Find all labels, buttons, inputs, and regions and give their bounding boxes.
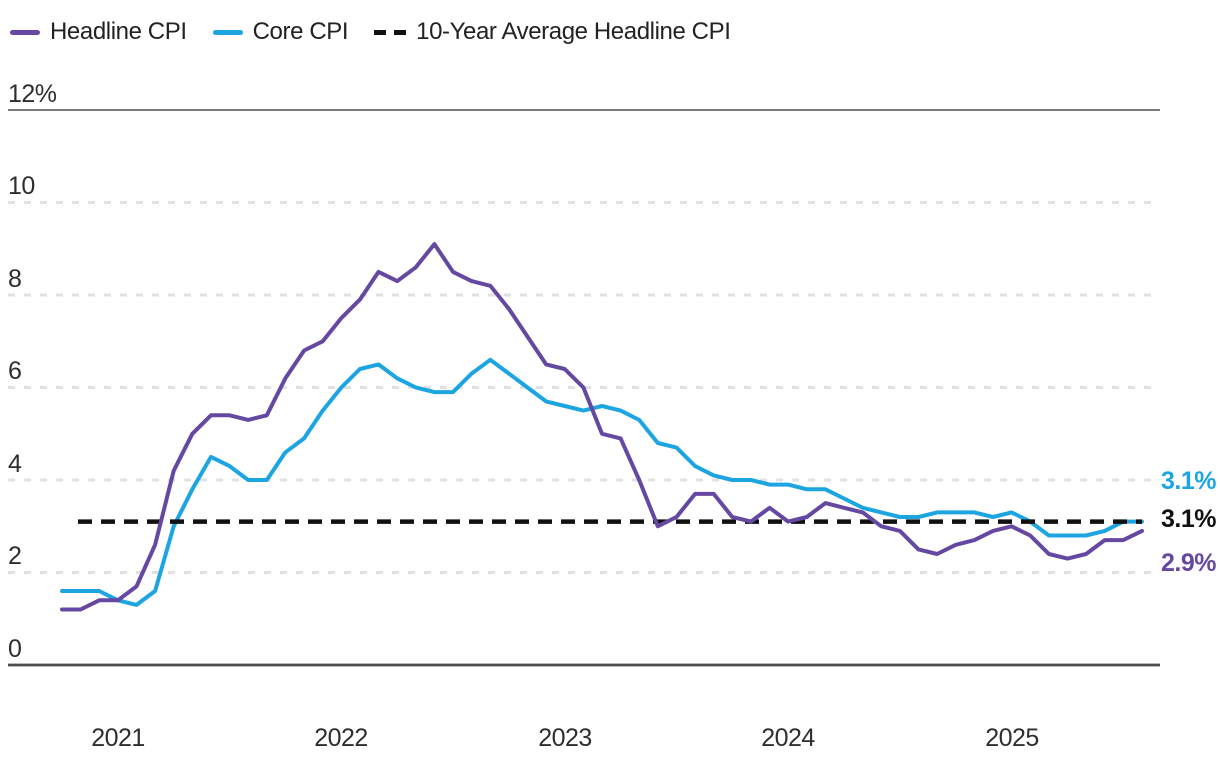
y-tick-8: 8	[8, 265, 22, 293]
legend-label-core-cpi: Core CPI	[252, 18, 349, 45]
headline-cpi-line	[60, 242, 1144, 612]
end-label-ten-year-average: 3.1%	[1161, 505, 1216, 533]
end-label-core-cpi: 3.1%	[1161, 467, 1216, 495]
x-tick-2025: 2025	[985, 724, 1039, 752]
legend-item-ten-year-average: 10-Year Average Headline CPI	[374, 18, 731, 46]
end-label-headline-cpi: 2.9%	[1161, 549, 1216, 577]
x-tick-2022: 2022	[314, 724, 368, 752]
headline-cpi-swatch	[10, 29, 40, 35]
core-cpi-swatch	[212, 29, 243, 35]
y-tick-6: 6	[8, 357, 22, 385]
y-tick-2: 2	[8, 542, 22, 570]
y-tick-0: 0	[8, 635, 22, 663]
y-tick-12: 12%	[8, 80, 57, 108]
legend-label-ten-year-average: 10-Year Average Headline CPI	[416, 18, 731, 45]
y-tick-4: 4	[8, 450, 22, 478]
x-tick-2024: 2024	[761, 724, 815, 752]
core-cpi-line	[60, 357, 1144, 607]
x-tick-2021: 2021	[91, 724, 145, 752]
y-tick-10: 10	[8, 172, 35, 200]
legend-item-core-cpi: Core CPI	[212, 18, 349, 46]
chart-legend: Headline CPI Core CPI 10-Year Average He…	[10, 18, 731, 46]
legend-item-headline-cpi: Headline CPI	[10, 18, 187, 46]
ten-year-average-dash-swatch	[374, 29, 407, 35]
legend-label-headline-cpi: Headline CPI	[50, 18, 187, 45]
x-tick-2023: 2023	[538, 724, 592, 752]
